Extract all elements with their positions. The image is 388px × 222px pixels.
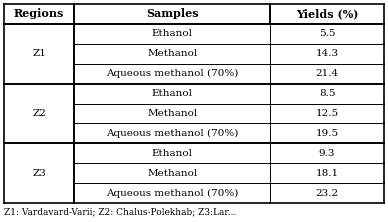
Text: Aqueous methanol (70%): Aqueous methanol (70%) bbox=[106, 69, 238, 78]
Text: 8.5: 8.5 bbox=[319, 89, 335, 98]
Text: 23.2: 23.2 bbox=[315, 188, 339, 198]
Text: Yields (%): Yields (%) bbox=[296, 8, 358, 20]
Text: 19.5: 19.5 bbox=[315, 129, 339, 138]
Text: Methanol: Methanol bbox=[147, 109, 197, 118]
Text: Regions: Regions bbox=[14, 8, 64, 20]
Text: 12.5: 12.5 bbox=[315, 109, 339, 118]
Text: Z1: Vardavard-Varii; Z2: Chalus-Polekhab; Z3:Lar...: Z1: Vardavard-Varii; Z2: Chalus-Polekhab… bbox=[4, 207, 236, 216]
Text: Methanol: Methanol bbox=[147, 49, 197, 58]
Text: Aqueous methanol (70%): Aqueous methanol (70%) bbox=[106, 129, 238, 138]
Text: 5.5: 5.5 bbox=[319, 29, 335, 38]
Text: Ethanol: Ethanol bbox=[152, 149, 193, 158]
Text: Ethanol: Ethanol bbox=[152, 29, 193, 38]
Text: Z1: Z1 bbox=[32, 49, 46, 58]
Text: 14.3: 14.3 bbox=[315, 49, 339, 58]
Text: Z3: Z3 bbox=[32, 169, 46, 178]
Text: Ethanol: Ethanol bbox=[152, 89, 193, 98]
Text: Aqueous methanol (70%): Aqueous methanol (70%) bbox=[106, 188, 238, 198]
Text: Z2: Z2 bbox=[32, 109, 46, 118]
Text: Methanol: Methanol bbox=[147, 169, 197, 178]
Text: 21.4: 21.4 bbox=[315, 69, 339, 78]
Text: Samples: Samples bbox=[146, 8, 199, 20]
Text: 18.1: 18.1 bbox=[315, 169, 339, 178]
Text: 9.3: 9.3 bbox=[319, 149, 335, 158]
